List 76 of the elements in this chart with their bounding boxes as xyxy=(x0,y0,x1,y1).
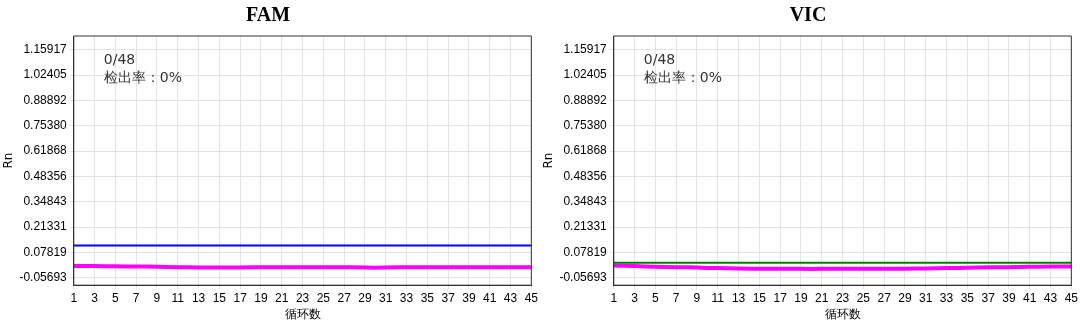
y-tick-label: 0.21331 xyxy=(563,219,608,234)
x-tick-label: 37 xyxy=(981,290,996,305)
x-tick-label: 9 xyxy=(693,290,701,305)
chart-title: VIC xyxy=(789,3,827,26)
x-tick-label: 43 xyxy=(1043,290,1058,305)
x-tick-label: 29 xyxy=(358,290,372,305)
y-axis-title: Rn xyxy=(1,152,16,169)
x-tick-label: 13 xyxy=(191,290,206,305)
x-axis-title: 循环数 xyxy=(824,306,861,321)
x-tick-label: 1 xyxy=(610,290,618,305)
x-tick-label: 39 xyxy=(1002,290,1016,305)
x-tick-label: 11 xyxy=(711,290,725,305)
x-tick-label: 13 xyxy=(731,290,746,305)
x-tick-label: 25 xyxy=(316,290,331,305)
x-tick-label: 15 xyxy=(212,290,227,305)
x-tick-label: 43 xyxy=(503,290,518,305)
y-tick-label: 0.75380 xyxy=(23,118,68,133)
chart-title: FAM xyxy=(245,3,291,26)
y-tick-label: -0.05693 xyxy=(559,270,608,285)
x-tick-label: 37 xyxy=(441,290,456,305)
x-tick-label: 21 xyxy=(275,290,289,305)
x-tick-label: 29 xyxy=(898,290,912,305)
x-tick-label: 5 xyxy=(112,290,120,305)
y-tick-label: 1.02405 xyxy=(23,67,68,82)
x-tick-label: 19 xyxy=(254,290,268,305)
x-tick-label: 9 xyxy=(153,290,161,305)
x-tick-label: 33 xyxy=(939,290,954,305)
x-tick-label: 19 xyxy=(794,290,808,305)
y-tick-label: 0.88892 xyxy=(23,92,68,107)
x-tick-label: 5 xyxy=(652,290,660,305)
y-tick-label: 0.07819 xyxy=(563,244,608,259)
x-tick-label: 27 xyxy=(877,290,892,305)
y-tick-label: 0.21331 xyxy=(23,219,68,234)
x-tick-label: 3 xyxy=(91,290,99,305)
x-tick-label: 1 xyxy=(70,290,78,305)
x-tick-label: 15 xyxy=(752,290,767,305)
y-tick-label: 1.02405 xyxy=(563,67,608,82)
x-tick-label: 21 xyxy=(815,290,829,305)
annotation: 0/48 xyxy=(643,50,676,67)
x-tick-label: 7 xyxy=(132,290,140,305)
y-tick-label: 0.48356 xyxy=(23,168,68,183)
x-tick-label: 3 xyxy=(631,290,639,305)
x-tick-label: 25 xyxy=(856,290,871,305)
y-tick-label: 0.61868 xyxy=(23,143,68,158)
y-tick-label: 0.34843 xyxy=(23,194,68,209)
y-tick-label: 1.15917 xyxy=(23,41,68,56)
x-tick-label: 17 xyxy=(773,290,788,305)
x-tick-label: 39 xyxy=(462,290,476,305)
y-tick-label: 1.15917 xyxy=(563,41,608,56)
x-tick-label: 41 xyxy=(483,290,497,305)
x-tick-label: 23 xyxy=(295,290,310,305)
y-tick-label: 0.61868 xyxy=(563,143,608,158)
y-tick-label: 0.07819 xyxy=(23,244,68,259)
x-tick-label: 31 xyxy=(919,290,933,305)
y-tick-label: -0.05693 xyxy=(19,270,68,285)
y-axis-title: Rn xyxy=(541,152,556,169)
x-tick-label: 7 xyxy=(672,290,680,305)
y-tick-label: 0.48356 xyxy=(563,168,608,183)
annotation: 0/48 xyxy=(103,50,136,67)
y-tick-label: 0.88892 xyxy=(563,92,608,107)
annotation: 检出率：0% xyxy=(103,68,182,85)
x-tick-label: 35 xyxy=(420,290,435,305)
x-tick-label: 27 xyxy=(337,290,352,305)
y-tick-label: 0.34843 xyxy=(563,194,608,209)
x-axis-title: 循环数 xyxy=(284,306,321,321)
x-tick-label: 17 xyxy=(233,290,248,305)
x-tick-label: 33 xyxy=(399,290,414,305)
x-tick-label: 35 xyxy=(960,290,975,305)
x-tick-label: 23 xyxy=(835,290,850,305)
y-tick-label: 0.75380 xyxy=(563,118,608,133)
x-tick-label: 31 xyxy=(379,290,393,305)
x-tick-label: 11 xyxy=(171,290,185,305)
x-tick-label: 45 xyxy=(1064,290,1079,305)
annotation: 检出率：0% xyxy=(643,68,722,85)
x-tick-label: 45 xyxy=(524,290,539,305)
x-tick-label: 41 xyxy=(1023,290,1037,305)
